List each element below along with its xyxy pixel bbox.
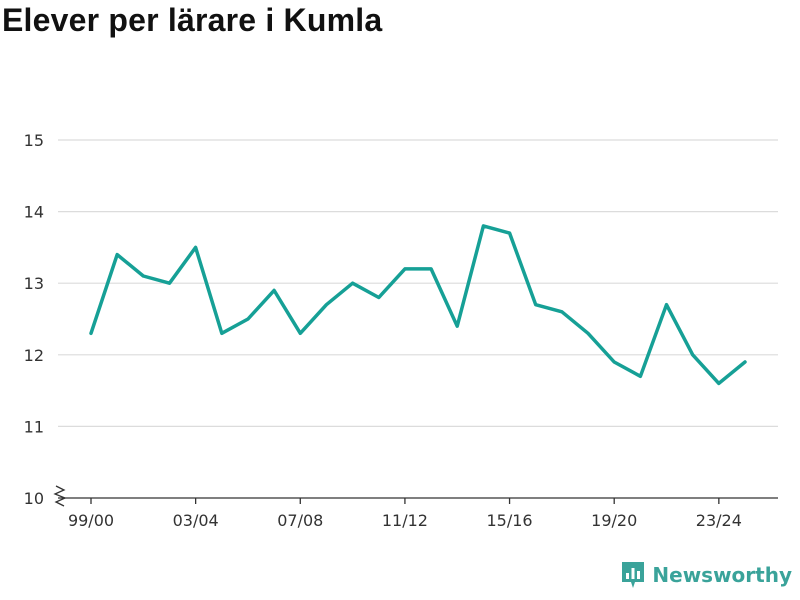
y-tick-label: 13: [24, 274, 44, 293]
axis-break-icon: [53, 485, 67, 507]
x-axis-tick-labels: 99/00 03/04 07/08 11/12 15/16 19/20 23/24: [68, 498, 742, 530]
chart-title: Elever per lärare i Kumla: [2, 2, 383, 38]
x-tick-label: 15/16: [487, 511, 533, 530]
x-tick-label: 11/12: [382, 511, 428, 530]
gridlines: [58, 139, 778, 427]
y-tick-label: 10: [24, 489, 44, 508]
x-tick-label: 03/04: [173, 511, 219, 530]
y-tick-label: 11: [24, 417, 44, 436]
newsworthy-logo-text: Newsworthy: [652, 563, 792, 587]
x-tick-label: 19/20: [591, 511, 637, 530]
x-axis: [53, 485, 778, 507]
newsworthy-logo: Newsworthy: [620, 560, 792, 590]
y-tick-label: 12: [24, 346, 44, 365]
x-tick-label: 23/24: [696, 511, 742, 530]
y-axis-tick-labels: 10 11 12 13 14 15: [24, 131, 44, 508]
newsworthy-logo-icon: [622, 562, 645, 588]
x-tick-label: 07/08: [277, 511, 323, 530]
x-tick-label: 99/00: [68, 511, 114, 530]
series-layer: [89, 224, 747, 386]
y-tick-label: 14: [24, 203, 44, 222]
series-line-0: [89, 224, 747, 386]
y-tick-label: 15: [24, 131, 44, 150]
